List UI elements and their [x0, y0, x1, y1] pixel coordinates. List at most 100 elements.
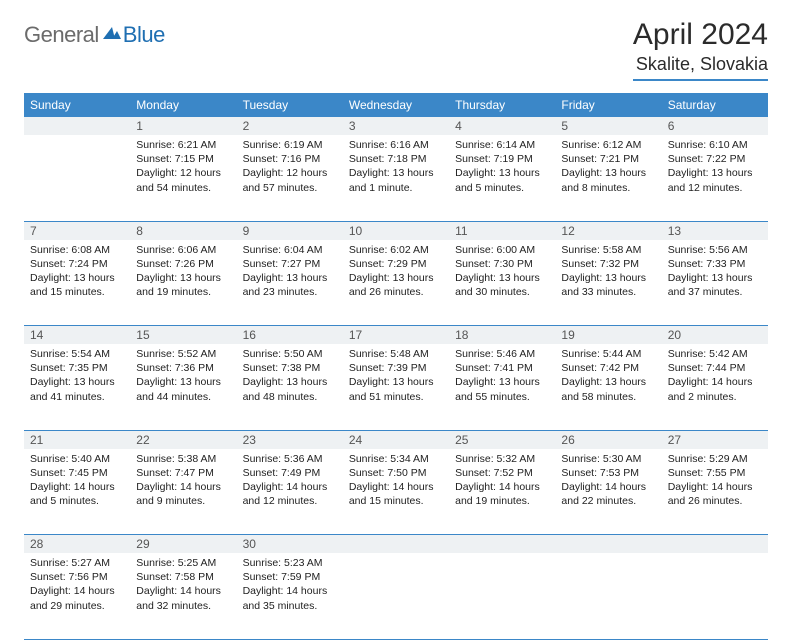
daylight-line: Daylight: 13 hours and 19 minutes. [136, 271, 230, 299]
calendar-cell: Sunrise: 5:56 AMSunset: 7:33 PMDaylight:… [662, 240, 768, 326]
cell-content: Sunrise: 5:40 AMSunset: 7:45 PMDaylight:… [24, 449, 130, 513]
month-title: April 2024 [633, 18, 768, 52]
day-number: 30 [237, 535, 343, 554]
cell-content: Sunrise: 5:38 AMSunset: 7:47 PMDaylight:… [130, 449, 236, 513]
sunrise-line: Sunrise: 6:04 AM [243, 243, 337, 257]
daylight-line: Daylight: 13 hours and 44 minutes. [136, 375, 230, 403]
day-number: 21 [24, 430, 130, 449]
sunset-line: Sunset: 7:24 PM [30, 257, 124, 271]
daylight-line: Daylight: 14 hours and 32 minutes. [136, 584, 230, 612]
sunrise-line: Sunrise: 5:44 AM [561, 347, 655, 361]
calendar-row: Sunrise: 6:08 AMSunset: 7:24 PMDaylight:… [24, 240, 768, 326]
day-number: 14 [24, 326, 130, 345]
calendar-cell [449, 553, 555, 639]
daylight-line: Daylight: 14 hours and 5 minutes. [30, 480, 124, 508]
calendar-cell: Sunrise: 5:32 AMSunset: 7:52 PMDaylight:… [449, 449, 555, 535]
calendar-cell: Sunrise: 5:36 AMSunset: 7:49 PMDaylight:… [237, 449, 343, 535]
day-number [662, 535, 768, 554]
cell-content: Sunrise: 5:25 AMSunset: 7:58 PMDaylight:… [130, 553, 236, 617]
sunset-line: Sunset: 7:59 PM [243, 570, 337, 584]
daylight-line: Daylight: 13 hours and 41 minutes. [30, 375, 124, 403]
sunrise-line: Sunrise: 5:36 AM [243, 452, 337, 466]
daylight-line: Daylight: 14 hours and 19 minutes. [455, 480, 549, 508]
sunrise-line: Sunrise: 5:23 AM [243, 556, 337, 570]
daynum-row: 123456 [24, 117, 768, 135]
sunrise-line: Sunrise: 6:21 AM [136, 138, 230, 152]
day-number [555, 535, 661, 554]
daylight-line: Daylight: 14 hours and 22 minutes. [561, 480, 655, 508]
cell-content: Sunrise: 5:48 AMSunset: 7:39 PMDaylight:… [343, 344, 449, 408]
cell-content: Sunrise: 5:54 AMSunset: 7:35 PMDaylight:… [24, 344, 130, 408]
sunrise-line: Sunrise: 5:30 AM [561, 452, 655, 466]
calendar-cell: Sunrise: 6:04 AMSunset: 7:27 PMDaylight:… [237, 240, 343, 326]
weekday-header: Friday [555, 93, 661, 117]
sunrise-line: Sunrise: 6:16 AM [349, 138, 443, 152]
daynum-row: 21222324252627 [24, 430, 768, 449]
daylight-line: Daylight: 14 hours and 29 minutes. [30, 584, 124, 612]
day-number [24, 117, 130, 135]
sunrise-line: Sunrise: 5:27 AM [30, 556, 124, 570]
day-number: 20 [662, 326, 768, 345]
calendar-cell: Sunrise: 5:25 AMSunset: 7:58 PMDaylight:… [130, 553, 236, 639]
daynum-row: 282930 [24, 535, 768, 554]
daylight-line: Daylight: 14 hours and 35 minutes. [243, 584, 337, 612]
sunrise-line: Sunrise: 5:54 AM [30, 347, 124, 361]
sunset-line: Sunset: 7:33 PM [668, 257, 762, 271]
calendar-cell: Sunrise: 5:52 AMSunset: 7:36 PMDaylight:… [130, 344, 236, 430]
daylight-line: Daylight: 13 hours and 26 minutes. [349, 271, 443, 299]
sunrise-line: Sunrise: 5:29 AM [668, 452, 762, 466]
day-number: 5 [555, 117, 661, 135]
day-number: 19 [555, 326, 661, 345]
calendar-cell: Sunrise: 5:34 AMSunset: 7:50 PMDaylight:… [343, 449, 449, 535]
sunrise-line: Sunrise: 5:32 AM [455, 452, 549, 466]
daynum-row: 78910111213 [24, 221, 768, 240]
calendar-cell: Sunrise: 6:00 AMSunset: 7:30 PMDaylight:… [449, 240, 555, 326]
cell-content: Sunrise: 5:36 AMSunset: 7:49 PMDaylight:… [237, 449, 343, 513]
calendar-cell: Sunrise: 6:21 AMSunset: 7:15 PMDaylight:… [130, 135, 236, 221]
sunrise-line: Sunrise: 5:48 AM [349, 347, 443, 361]
daylight-line: Daylight: 14 hours and 2 minutes. [668, 375, 762, 403]
sunset-line: Sunset: 7:42 PM [561, 361, 655, 375]
sunset-line: Sunset: 7:32 PM [561, 257, 655, 271]
daylight-line: Daylight: 13 hours and 8 minutes. [561, 166, 655, 194]
logo-triangle-icon [103, 25, 121, 39]
daylight-line: Daylight: 13 hours and 15 minutes. [30, 271, 124, 299]
sunrise-line: Sunrise: 5:38 AM [136, 452, 230, 466]
day-number: 6 [662, 117, 768, 135]
sunrise-line: Sunrise: 6:06 AM [136, 243, 230, 257]
weekday-header: Tuesday [237, 93, 343, 117]
sunrise-line: Sunrise: 6:08 AM [30, 243, 124, 257]
logo-text-blue: Blue [123, 22, 165, 48]
calendar-cell: Sunrise: 6:19 AMSunset: 7:16 PMDaylight:… [237, 135, 343, 221]
cell-content: Sunrise: 6:12 AMSunset: 7:21 PMDaylight:… [555, 135, 661, 199]
calendar-cell: Sunrise: 6:02 AMSunset: 7:29 PMDaylight:… [343, 240, 449, 326]
location: Skalite, Slovakia [633, 54, 768, 81]
day-number: 18 [449, 326, 555, 345]
weekday-header: Sunday [24, 93, 130, 117]
calendar-cell [343, 553, 449, 639]
sunrise-line: Sunrise: 6:10 AM [668, 138, 762, 152]
day-number: 15 [130, 326, 236, 345]
sunset-line: Sunset: 7:52 PM [455, 466, 549, 480]
sunset-line: Sunset: 7:36 PM [136, 361, 230, 375]
calendar-row: Sunrise: 5:40 AMSunset: 7:45 PMDaylight:… [24, 449, 768, 535]
calendar-cell: Sunrise: 5:44 AMSunset: 7:42 PMDaylight:… [555, 344, 661, 430]
day-number: 28 [24, 535, 130, 554]
day-number: 26 [555, 430, 661, 449]
day-number: 8 [130, 221, 236, 240]
calendar-table: SundayMondayTuesdayWednesdayThursdayFrid… [24, 93, 768, 640]
cell-content: Sunrise: 6:04 AMSunset: 7:27 PMDaylight:… [237, 240, 343, 304]
calendar-row: Sunrise: 5:54 AMSunset: 7:35 PMDaylight:… [24, 344, 768, 430]
day-number: 22 [130, 430, 236, 449]
cell-content: Sunrise: 5:23 AMSunset: 7:59 PMDaylight:… [237, 553, 343, 617]
sunset-line: Sunset: 7:55 PM [668, 466, 762, 480]
sunset-line: Sunset: 7:22 PM [668, 152, 762, 166]
sunset-line: Sunset: 7:29 PM [349, 257, 443, 271]
calendar-cell: Sunrise: 5:54 AMSunset: 7:35 PMDaylight:… [24, 344, 130, 430]
sunset-line: Sunset: 7:27 PM [243, 257, 337, 271]
day-number: 17 [343, 326, 449, 345]
calendar-cell [555, 553, 661, 639]
daylight-line: Daylight: 13 hours and 58 minutes. [561, 375, 655, 403]
daylight-line: Daylight: 14 hours and 26 minutes. [668, 480, 762, 508]
weekday-header: Monday [130, 93, 236, 117]
